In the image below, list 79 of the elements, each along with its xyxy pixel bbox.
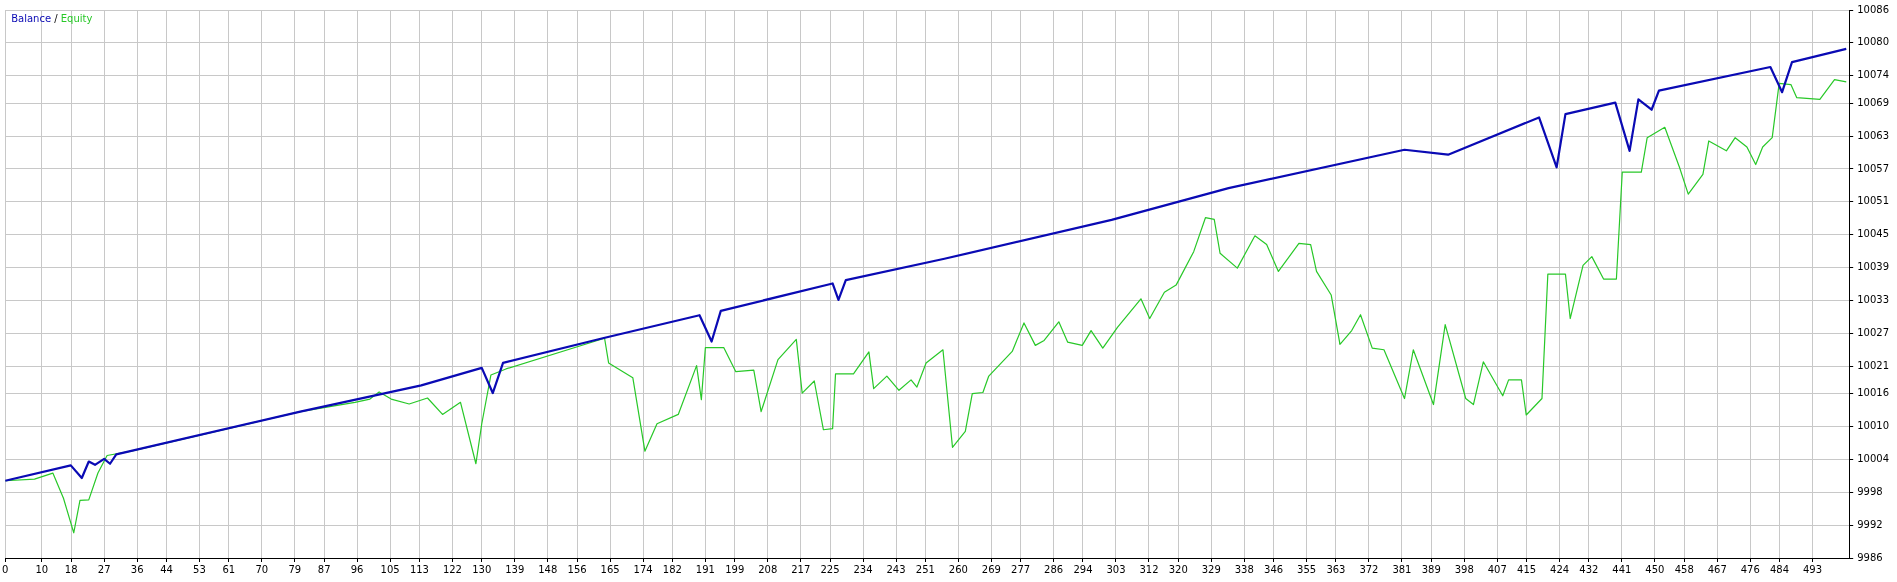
x-tick-label: 61 — [222, 563, 236, 575]
x-tick-label: 303 — [1106, 563, 1126, 575]
x-tick-label: 467 — [1707, 563, 1727, 575]
x-tick-label: 182 — [662, 563, 682, 575]
x-tick-label: 329 — [1201, 563, 1221, 575]
y-tick-label: 10069 — [1857, 96, 1889, 108]
x-tick-label: 148 — [538, 563, 558, 575]
x-tick-label: 450 — [1645, 563, 1665, 575]
x-tick-label: 79 — [288, 563, 302, 575]
y-tick-label: 10074 — [1857, 69, 1889, 81]
x-tick-label: 10 — [35, 563, 49, 575]
x-tick-label: 493 — [1802, 563, 1823, 575]
x-tick-label: 27 — [97, 563, 111, 575]
x-tick-label: 251 — [915, 563, 935, 575]
x-tick-label: 156 — [567, 563, 587, 575]
x-tick-label: 87 — [317, 563, 331, 575]
y-tick-label: 9998 — [1857, 485, 1883, 497]
x-tick-label: 441 — [1612, 563, 1632, 575]
x-tick-label: 381 — [1392, 563, 1412, 575]
x-tick-label: 105 — [380, 563, 400, 575]
x-tick-label: 372 — [1359, 563, 1379, 575]
y-tick-label: 10057 — [1857, 162, 1889, 174]
x-tick-label: 338 — [1234, 563, 1254, 575]
x-tick-label: 36 — [130, 563, 144, 575]
y-tick-label: 10010 — [1857, 420, 1889, 432]
x-tick-label: 363 — [1326, 563, 1346, 575]
x-tick-label: 208 — [758, 563, 778, 575]
x-tick-label: 130 — [472, 563, 492, 575]
text: Balance — [11, 12, 52, 24]
x-tick-label: 286 — [1044, 563, 1064, 575]
x-tick-label: 458 — [1674, 563, 1694, 575]
x-tick-label: 0 — [1, 563, 9, 575]
x-tick-label: 269 — [981, 563, 1001, 575]
x-tick-label: 225 — [820, 563, 840, 575]
x-tick-label: 217 — [791, 563, 811, 575]
x-tick-label: 191 — [695, 563, 715, 575]
x-tick-label: 199 — [725, 563, 745, 575]
x-tick-label: 53 — [193, 563, 206, 575]
y-tick-label: 10045 — [1857, 228, 1889, 240]
x-tick-label: 139 — [505, 563, 525, 575]
y-tick-label: 10027 — [1857, 326, 1889, 338]
x-tick-label: 277 — [1011, 563, 1031, 575]
x-tick-label: 476 — [1740, 563, 1760, 575]
x-tick-label: 44 — [160, 563, 173, 575]
x-tick-label: 96 — [350, 563, 364, 575]
y-tick-label: 10051 — [1857, 195, 1889, 207]
y-tick-label: 10016 — [1857, 387, 1889, 399]
x-tick-label: 346 — [1264, 563, 1284, 575]
x-tick-label: 113 — [409, 563, 429, 575]
x-tick-label: 165 — [600, 563, 620, 575]
y-tick-label: 10086 — [1857, 3, 1889, 15]
x-tick-label: 312 — [1139, 563, 1159, 575]
y-tick-label: 10004 — [1857, 452, 1889, 464]
y-tick-label: 10080 — [1857, 36, 1889, 48]
y-tick-label: 10033 — [1857, 294, 1889, 306]
x-tick-label: 398 — [1454, 563, 1474, 575]
y-tick-label: 10021 — [1857, 359, 1889, 371]
text: Equity — [60, 12, 93, 24]
x-tick-label: 234 — [853, 563, 873, 575]
x-tick-label: 432 — [1579, 563, 1599, 575]
y-tick-label: 9992 — [1857, 518, 1883, 530]
x-tick-label: 174 — [633, 563, 653, 575]
x-tick-label: 294 — [1073, 563, 1093, 575]
x-tick-label: 415 — [1517, 563, 1537, 575]
x-tick-label: 18 — [64, 563, 78, 575]
y-tick-label: 9986 — [1857, 551, 1883, 563]
annotation: / — [51, 12, 61, 24]
x-tick-label: 407 — [1487, 563, 1507, 575]
x-tick-label: 320 — [1168, 563, 1188, 575]
y-tick-label: 10063 — [1857, 129, 1889, 141]
x-tick-label: 243 — [886, 563, 906, 575]
x-tick-label: 122 — [442, 563, 462, 575]
x-tick-label: 484 — [1769, 563, 1790, 575]
y-tick-label: 10039 — [1857, 261, 1889, 273]
x-tick-label: 355 — [1297, 563, 1317, 575]
x-tick-label: 260 — [948, 563, 968, 575]
x-tick-label: 424 — [1550, 563, 1570, 575]
x-tick-label: 70 — [255, 563, 269, 575]
x-tick-label: 389 — [1421, 563, 1441, 575]
